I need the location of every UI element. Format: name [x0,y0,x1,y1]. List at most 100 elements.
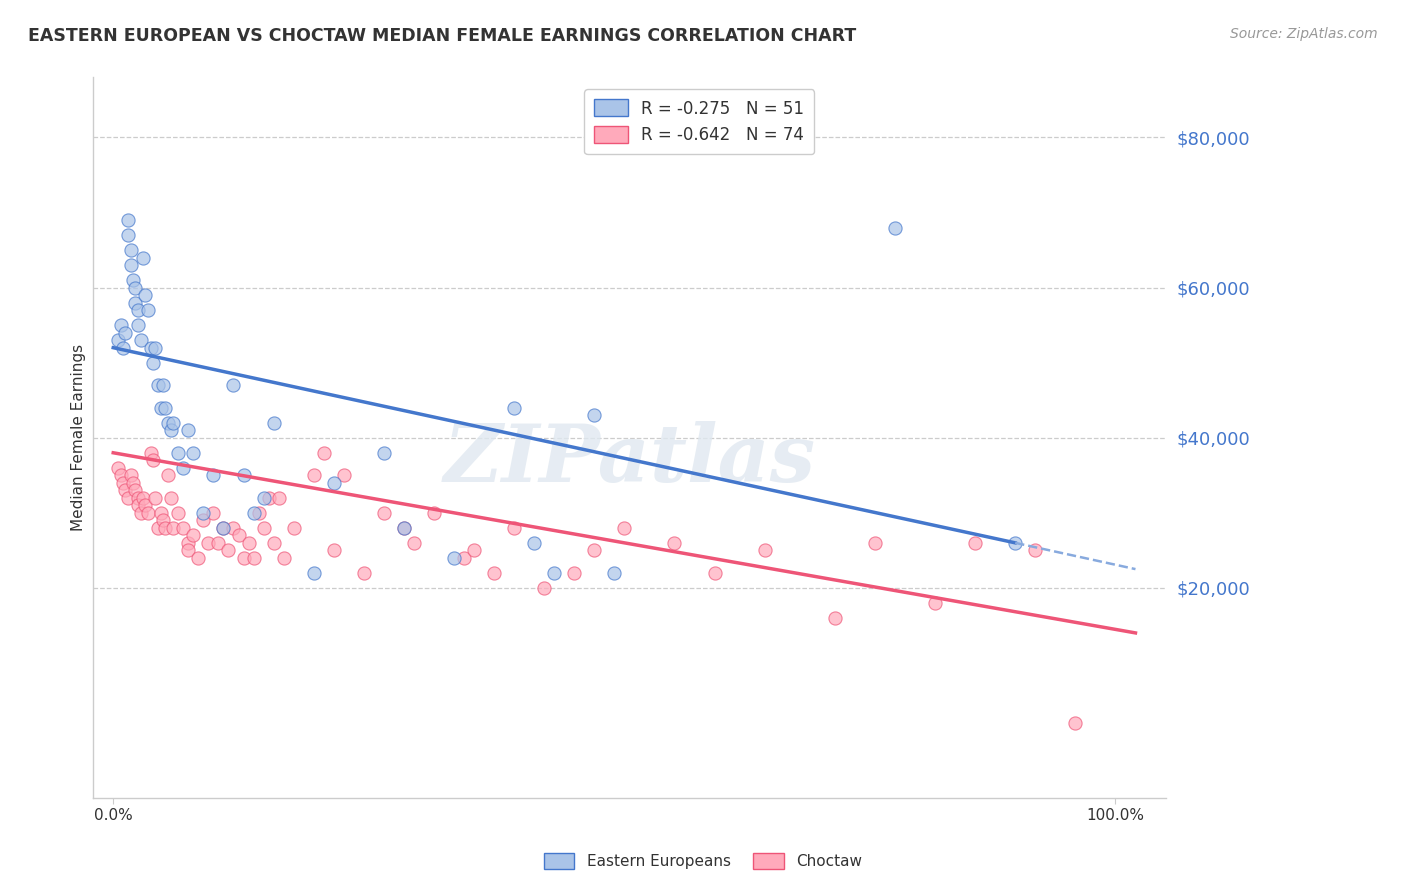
Point [443,550,465,565]
Point [117,228,139,243]
Point [228,528,250,542]
Point [110,468,132,483]
Point [183,528,205,542]
Y-axis label: Median Female Earnings: Median Female Earnings [72,344,86,532]
Point [503,401,526,415]
Point [965,536,987,550]
Point [197,536,219,550]
Point [543,566,565,580]
Point [664,536,686,550]
Point [252,521,274,535]
Point [142,453,165,467]
Point [267,491,290,505]
Point [1004,536,1026,550]
Point [453,550,475,565]
Point [150,401,173,415]
Point [141,341,163,355]
Point [252,491,274,505]
Point [322,543,344,558]
Point [117,491,139,505]
Point [172,460,194,475]
Point [120,258,142,272]
Point [312,446,335,460]
Point [232,468,254,483]
Point [120,243,142,257]
Point [232,550,254,565]
Point [117,213,139,227]
Point [134,498,156,512]
Point [112,475,135,490]
Point [143,341,166,355]
Point [129,333,152,347]
Point [332,468,354,483]
Point [392,521,415,535]
Text: Source: ZipAtlas.com: Source: ZipAtlas.com [1230,27,1378,41]
Point [152,378,174,392]
Point [162,416,184,430]
Point [247,506,270,520]
Point [283,521,305,535]
Text: ZIPatlas: ZIPatlas [443,421,815,498]
Point [924,596,946,610]
Point [162,521,184,535]
Point [155,401,177,415]
Point [142,356,165,370]
Point [218,543,240,558]
Point [172,521,194,535]
Point [263,416,285,430]
Point [392,521,415,535]
Point [120,468,142,483]
Point [107,460,129,475]
Point [148,521,170,535]
Point [160,491,183,505]
Point [132,491,155,505]
Point [187,550,209,565]
Point [1024,543,1046,558]
Point [136,303,159,318]
Point [129,506,152,520]
Point [155,521,177,535]
Point [114,326,136,340]
Point [122,475,145,490]
Point [127,491,149,505]
Point [257,491,280,505]
Point [242,506,264,520]
Point [177,423,200,437]
Point [613,521,636,535]
Point [193,506,215,520]
Point [202,468,225,483]
Point [124,280,146,294]
Point [212,521,235,535]
Point [533,581,555,595]
Point [107,333,129,347]
Point [127,318,149,333]
Point [167,506,190,520]
Point [824,611,846,625]
Point [160,423,183,437]
Point [124,295,146,310]
Point [134,288,156,302]
Point [884,220,907,235]
Point [124,483,146,498]
Point [302,468,325,483]
Point [402,536,425,550]
Point [122,273,145,287]
Point [583,409,606,423]
Point [183,446,205,460]
Point [148,378,170,392]
Point [482,566,505,580]
Point [150,506,173,520]
Point [157,468,180,483]
Point [202,506,225,520]
Point [423,506,446,520]
Point [754,543,776,558]
Point [242,550,264,565]
Point [353,566,375,580]
Point [127,498,149,512]
Point [167,446,190,460]
Point [373,506,395,520]
Point [110,318,132,333]
Point [141,446,163,460]
Point [193,513,215,527]
Point [127,303,149,318]
